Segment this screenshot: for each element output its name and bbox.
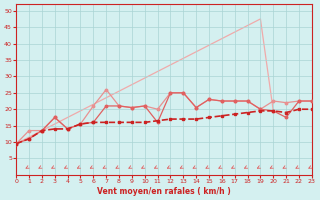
X-axis label: Vent moyen/en rafales ( km/h ): Vent moyen/en rafales ( km/h ) [97,187,231,196]
